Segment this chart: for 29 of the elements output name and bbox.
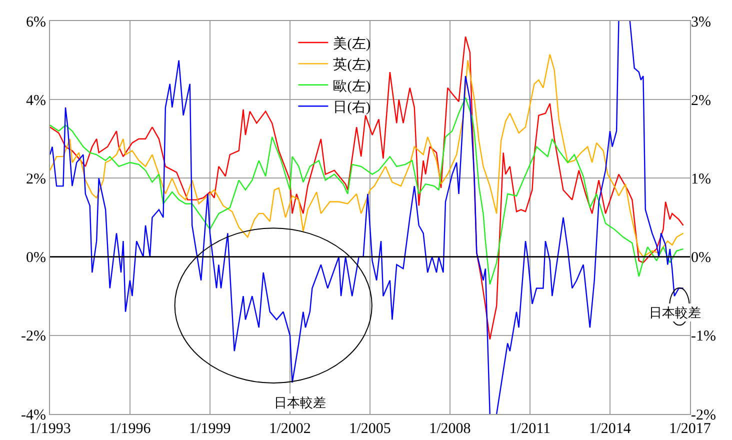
line-series: [50, 97, 684, 285]
annotation: 日本較差: [274, 395, 326, 410]
x-tick-label: 1/2011: [509, 421, 551, 437]
legend-label: 美(左): [333, 36, 371, 52]
line-series: [50, 54, 684, 258]
y2-tick-label: 1%: [691, 171, 711, 188]
y-tick-label: -4%: [21, 407, 46, 424]
legend-label: 歐(左): [333, 78, 371, 94]
y-tick-label: 2%: [26, 171, 46, 188]
x-tick-label: 1/1999: [189, 421, 231, 437]
x-tick-label: 1/2002: [269, 421, 311, 437]
y-tick-label: 4%: [26, 92, 46, 109]
legend-label: 日(右): [333, 100, 371, 116]
y2-tick-label: -2%: [691, 407, 716, 424]
annotation: 日本較差: [649, 305, 701, 320]
x-tick-label: 1/2005: [349, 421, 391, 437]
x-tick-label: 1/2014: [589, 421, 632, 437]
x-tick-label: 1/2017: [669, 421, 712, 437]
y2-tick-label: -1%: [691, 328, 716, 345]
x-tick-label: 1/1996: [109, 421, 152, 437]
y2-tick-label: 3%: [691, 14, 711, 30]
y-tick-label: 0%: [26, 250, 46, 266]
x-tick-label: 1/1993: [29, 421, 71, 437]
legend-label: 英(左): [333, 57, 371, 74]
y2-tick-label: 2%: [691, 92, 711, 109]
y2-tick-label: 0%: [691, 250, 711, 266]
y-tick-label: 6%: [26, 14, 46, 30]
x-tick-label: 1/2008: [429, 421, 471, 437]
y-tick-label: -2%: [21, 328, 46, 345]
